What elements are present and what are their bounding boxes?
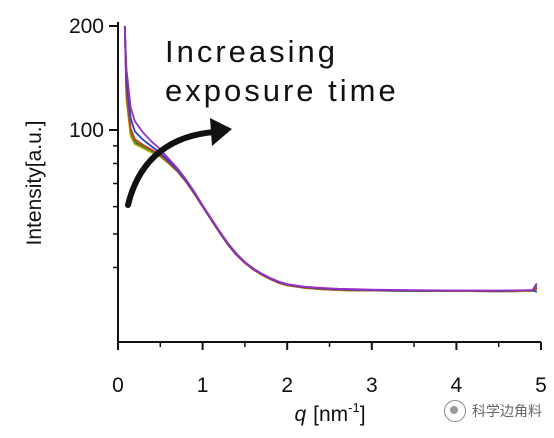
watermark: 科学边角料 [444,400,542,422]
x-axis-unit: [nm [313,403,348,426]
annotation: Increasing exposure time [165,34,399,108]
x-axis-unit-exponent: -1 [348,400,360,415]
x-tick-label: 2 [281,374,293,397]
axes [117,22,541,343]
series-line-6 [123,25,538,292]
arrow-head [210,118,232,146]
x-tick-label: 0 [112,374,124,397]
x-tick-label: 4 [451,374,463,397]
y-tick-label: 100 [69,119,104,142]
ticks: 0 1 2 3 4 5 200 100 [69,15,547,397]
x-tick-label: 3 [366,374,378,397]
y-tick-label: 200 [69,15,104,38]
annotation-line-1: Increasing [165,34,338,69]
arrow-shaft [125,129,218,208]
chat-bubble-icon [444,400,466,422]
watermark-text: 科学边角料 [472,404,542,420]
annotation-line-2: exposure time [165,73,399,108]
annotation-arrow [125,118,232,208]
x-axis-title: q [nm-1] [294,400,365,426]
x-tick-label: 5 [535,374,547,397]
x-tick-label: 1 [197,374,209,397]
y-axis-title: Intensity[a.u.] [23,121,46,246]
x-axis-variable: q [294,403,306,426]
x-axis-unit-close: ] [360,403,366,426]
series-group [123,25,538,293]
